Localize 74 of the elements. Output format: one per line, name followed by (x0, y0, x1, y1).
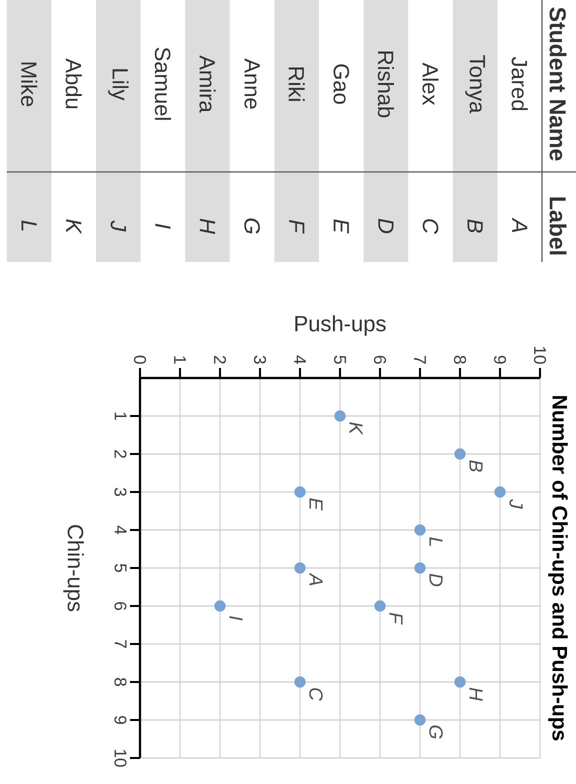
text: G (244, 218, 260, 234)
annotation: F (389, 612, 403, 625)
point (374, 600, 386, 612)
text: Lily (108, 69, 129, 100)
x-tick-label: 3 (254, 356, 266, 364)
annotation: L (429, 537, 443, 546)
annotation: A (309, 572, 323, 586)
point (214, 600, 226, 612)
text: I (155, 224, 170, 229)
text: Tonya (465, 55, 485, 114)
text: Jared (512, 56, 528, 110)
annotation: K (349, 422, 363, 436)
point (414, 562, 426, 574)
text: Anne (244, 58, 260, 109)
text: Riki (288, 67, 305, 101)
y-tick-label: 3 (114, 488, 126, 496)
x-tick-label: 8 (454, 356, 466, 364)
y-tick-label: 10 (114, 750, 126, 767)
text: Alex (422, 62, 439, 106)
annotation: G (429, 726, 443, 739)
text: C (422, 219, 438, 234)
annotation: H (469, 688, 483, 701)
point (414, 524, 426, 536)
text: Rishab (378, 52, 394, 118)
point (494, 486, 506, 498)
x-tick-label: 2 (214, 356, 226, 364)
text: A (512, 218, 528, 232)
text: Samuel (154, 48, 171, 120)
x-axis-title: Push-ups (295, 315, 386, 336)
annotation: C (309, 688, 323, 701)
annotation: D (429, 574, 443, 586)
x-tick-label: 0 (134, 356, 146, 364)
point (454, 448, 466, 460)
annotation: B (469, 460, 483, 472)
point (454, 676, 466, 688)
y-tick-label: 7 (114, 640, 126, 648)
text: F (289, 220, 304, 234)
point (414, 714, 426, 726)
y-tick-label: 1 (114, 412, 126, 420)
x-tick-label: 7 (414, 356, 426, 364)
point (294, 676, 306, 688)
text: Student Name (550, 7, 566, 161)
y-tick-label: 9 (114, 716, 126, 724)
point (334, 410, 346, 422)
x-tick-label: 6 (374, 356, 386, 364)
annotation: E (309, 498, 323, 511)
y-tick-label: 6 (114, 602, 126, 610)
text: Gao (334, 64, 350, 104)
point (294, 562, 306, 574)
y-tick-label: 5 (114, 564, 126, 572)
text: Amira (199, 55, 216, 113)
text: Abdu (66, 58, 82, 108)
text: K (66, 219, 82, 234)
text: D (378, 218, 394, 234)
text: Number of Chin-ups and Push-ups (548, 396, 568, 740)
point (294, 486, 306, 498)
y-tick-label: 2 (114, 450, 126, 458)
x-tick-label: 10 (534, 346, 546, 364)
y-tick-label: 8 (114, 678, 126, 686)
x-tick-label: 1 (174, 356, 186, 364)
text: H (200, 218, 216, 234)
text: B (468, 219, 483, 233)
x-tick-label: 9 (494, 356, 506, 364)
y-tick-label: 4 (114, 526, 126, 534)
text: Mike (21, 62, 38, 106)
text: E (334, 219, 349, 234)
annotation: I (229, 616, 243, 620)
text: J (110, 220, 126, 232)
text: Label (550, 197, 566, 254)
annotation: J (509, 499, 523, 509)
y-axis-title: Chin-ups (63, 525, 84, 612)
x-tick-label: 4 (294, 355, 306, 364)
x-tick-label: 5 (334, 356, 346, 364)
text: L (22, 220, 37, 231)
